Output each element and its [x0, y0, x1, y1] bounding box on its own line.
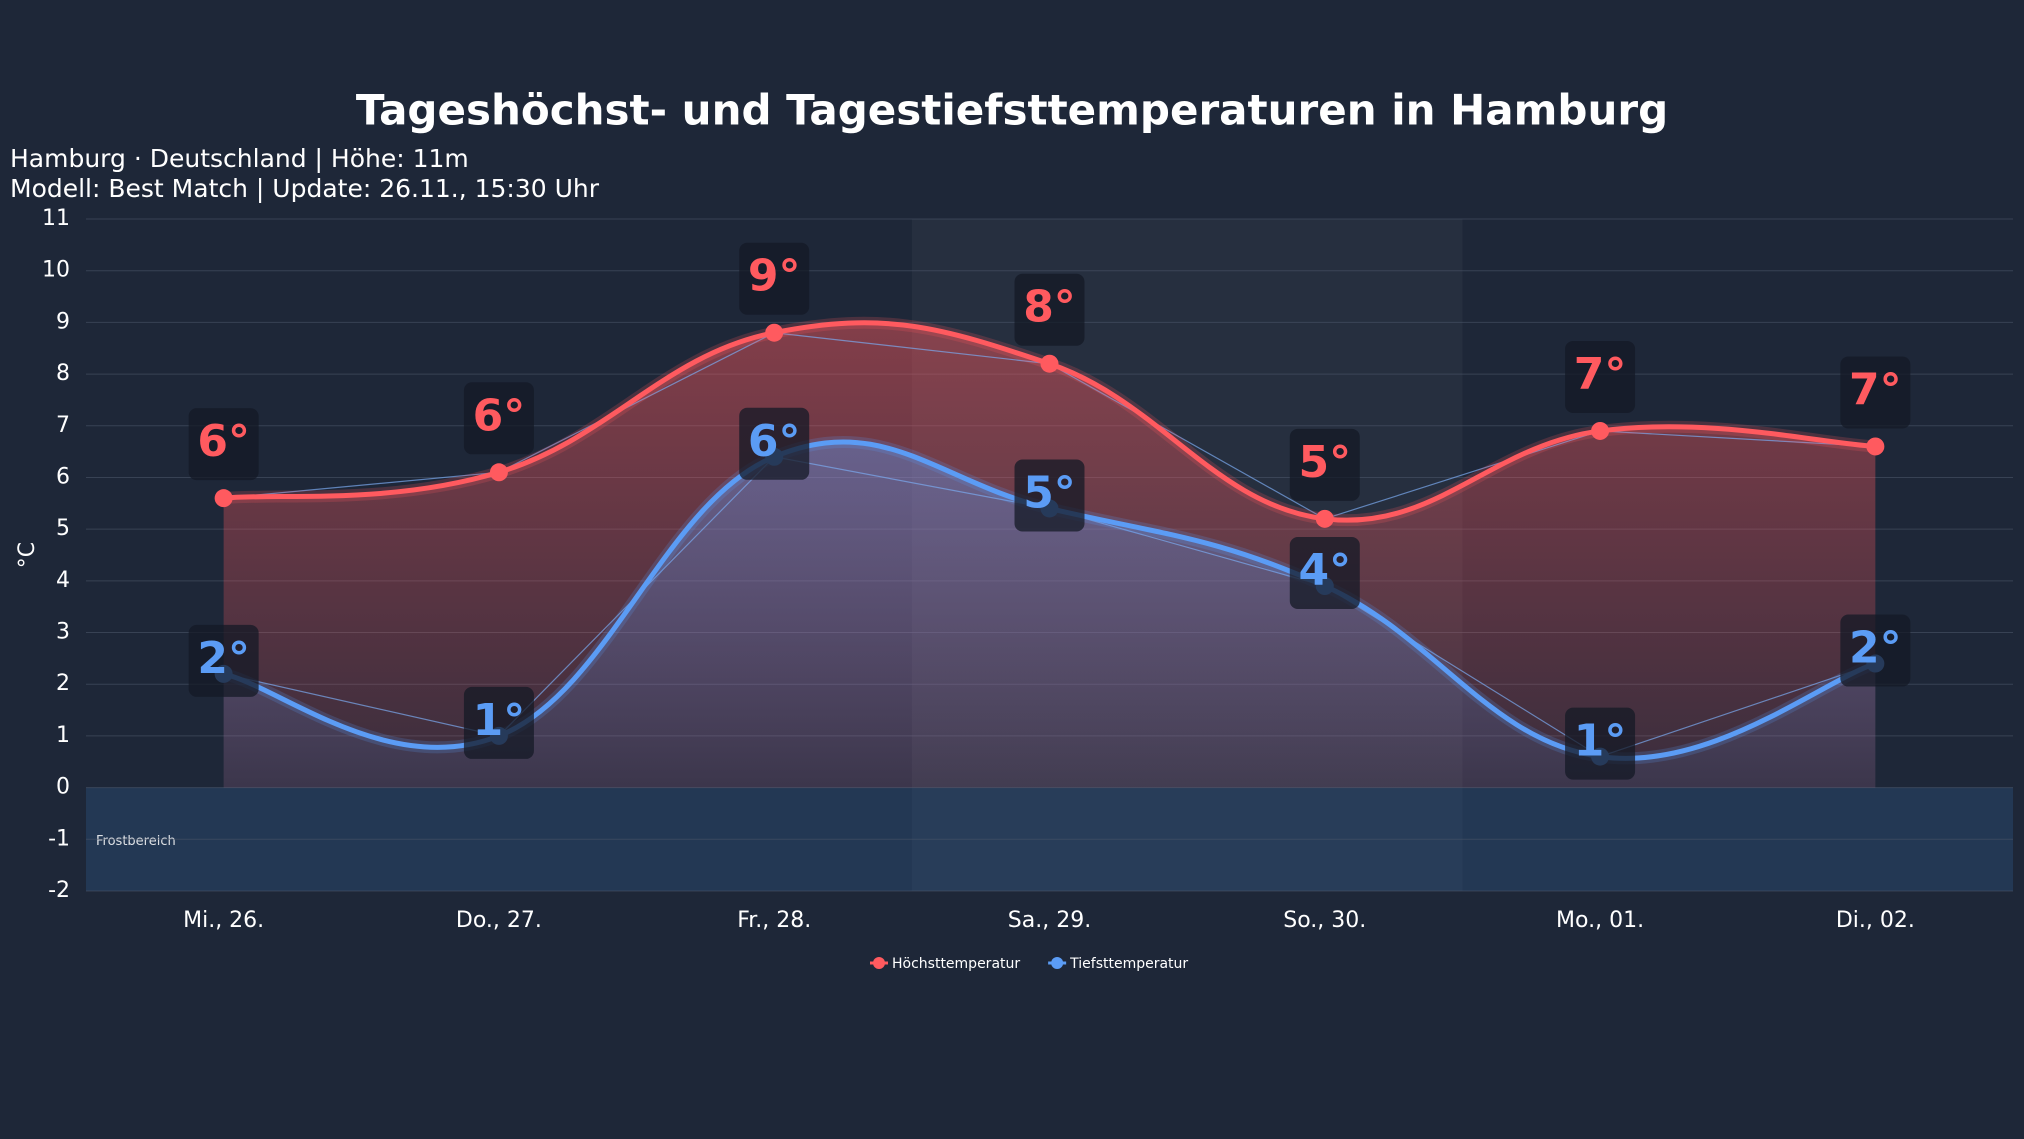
y-tick-label: -2	[48, 878, 70, 903]
value-label-box	[1840, 614, 1911, 687]
x-tick-label: Sa., 29.	[1008, 908, 1091, 933]
point	[1591, 421, 1610, 440]
value-label: 2°	[197, 633, 250, 684]
value-label-box	[188, 624, 259, 697]
legend-swatch[interactable]	[1051, 957, 1064, 969]
legend-swatch[interactable]	[873, 957, 885, 969]
value-label-box	[1840, 356, 1911, 429]
point	[489, 463, 508, 482]
value-label: 6°	[748, 416, 801, 467]
value-label: 7°	[1849, 364, 1902, 415]
x-tick-label: So., 30.	[1283, 908, 1366, 933]
value-label: 4°	[1298, 545, 1351, 596]
subtitle: Hamburg · Deutschland | Höhe: 11m	[10, 144, 469, 173]
value-label: 1°	[1574, 716, 1627, 767]
area	[223, 441, 1876, 788]
value-label-box	[739, 407, 810, 480]
y-tick-label: 4	[56, 568, 70, 593]
value-label: 2°	[1849, 623, 1902, 674]
y-tick-label: -1	[48, 826, 70, 851]
value-label-box	[1289, 428, 1360, 501]
x-tick-label: Mo., 01.	[1556, 908, 1644, 933]
y-tick-label: 1	[56, 723, 70, 748]
value-label: 6°	[197, 416, 250, 467]
y-tick-label: 5	[56, 516, 70, 541]
y-tick-label: 7	[56, 413, 70, 438]
point	[214, 489, 233, 508]
point	[765, 323, 784, 342]
y-tick-label: 10	[42, 258, 70, 283]
x-tick-label: Mi., 26.	[183, 908, 264, 933]
value-label-box	[188, 408, 259, 481]
value-label-box	[1014, 273, 1085, 346]
value-label-box	[739, 242, 810, 315]
y-tick-label: 0	[56, 775, 70, 800]
y-tick-label: 2	[56, 671, 70, 696]
value-label-box	[463, 686, 534, 759]
legend-label[interactable]: Höchsttemperatur	[892, 956, 1020, 972]
value-label: 5°	[1023, 467, 1076, 518]
value-label-box	[1014, 459, 1085, 532]
y-axis-label: °C	[15, 542, 40, 568]
value-label: 6°	[473, 390, 526, 441]
value-label-box	[463, 382, 534, 455]
y-tick-label: 9	[56, 309, 70, 334]
y-tick-label: 11	[42, 206, 70, 231]
y-tick-label: 3	[56, 620, 70, 645]
y-tick-label: 6	[56, 464, 70, 489]
value-label: 7°	[1574, 349, 1627, 400]
value-label: 8°	[1023, 282, 1076, 333]
y-tick-label: 8	[56, 361, 70, 386]
value-label-box	[1565, 707, 1636, 780]
subtitle: Modell: Best Match | Update: 26.11., 15:…	[10, 174, 600, 203]
value-label: 1°	[473, 695, 526, 746]
value-label: 5°	[1298, 437, 1351, 488]
x-tick-label: Fr., 28.	[737, 908, 811, 933]
point	[1866, 437, 1885, 456]
legend-label[interactable]: Tiefsttemperatur	[1069, 956, 1188, 972]
frost-label: Frostbereich	[96, 834, 176, 849]
value-label: 9°	[748, 251, 801, 302]
x-tick-label: Di., 02.	[1836, 908, 1915, 933]
point	[1040, 354, 1059, 373]
point	[1315, 509, 1334, 528]
chart-title: Tageshöchst- und Tagestiefsttemperaturen…	[356, 86, 1668, 135]
value-label-box	[1289, 537, 1360, 610]
x-tick-label: Do., 27.	[456, 908, 542, 933]
value-label-box	[1565, 340, 1636, 413]
